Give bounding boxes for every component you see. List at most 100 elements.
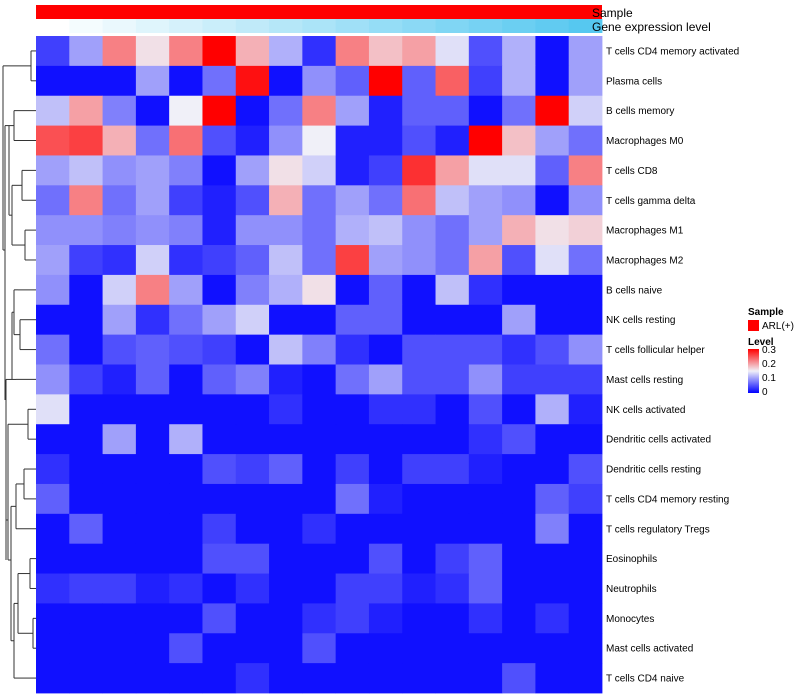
heatmap-cell [202, 394, 237, 425]
heatmap-cell [535, 543, 570, 574]
row-label: Neutrophils [606, 584, 657, 595]
heatmap-cell [402, 125, 436, 156]
heatmap-cell [69, 185, 103, 216]
heatmap-cell [269, 573, 303, 604]
annotation-cell-expression [568, 19, 603, 33]
heatmap-cell [102, 663, 137, 694]
row-label: Mast cells activated [606, 644, 693, 655]
heatmap-cell [102, 274, 137, 306]
heatmap-cell [202, 364, 237, 395]
heatmap-cell [169, 573, 203, 604]
heatmap-cell [502, 274, 536, 306]
heatmap-cell [202, 95, 237, 126]
heatmap-cell [169, 603, 203, 634]
heatmap-cell [335, 424, 370, 455]
heatmap-cell [568, 663, 603, 694]
heatmap-cell [468, 155, 503, 186]
annotation-cell-expression [402, 19, 436, 33]
heatmap-cell [36, 513, 70, 545]
heatmap-cell [202, 274, 237, 306]
heatmap-cell [69, 663, 103, 694]
heatmap-cell [102, 65, 137, 97]
heatmap-cell [135, 215, 170, 246]
annotation-cell-expression [502, 19, 536, 33]
heatmap-cell [36, 65, 70, 97]
heatmap-cell [235, 364, 270, 395]
heatmap-cell [435, 543, 470, 574]
heatmap-cell [335, 304, 370, 336]
heatmap-cell [36, 215, 70, 246]
row-label: T cells CD4 memory activated [606, 46, 739, 57]
heatmap-cell [402, 483, 436, 515]
row-label: Macrophages M0 [606, 136, 684, 147]
heatmap-cell [402, 274, 436, 306]
heatmap-cell [535, 633, 570, 664]
heatmap-cell [69, 573, 103, 604]
heatmap-cell [135, 304, 170, 336]
heatmap-cell [135, 663, 170, 694]
heatmap-cell [269, 633, 303, 664]
heatmap-cell [568, 454, 603, 485]
heatmap-cell [402, 573, 436, 604]
heatmap-cell [535, 334, 570, 365]
heatmap-cell [202, 633, 237, 664]
heatmap-cell [535, 65, 570, 97]
heatmap-cell [269, 483, 303, 515]
heatmap-cell [102, 454, 137, 485]
heatmap-cell [135, 483, 170, 515]
heatmap-cell [69, 603, 103, 634]
heatmap-cell [502, 364, 536, 395]
heatmap-cell [302, 274, 337, 306]
annotation-cell-expression [169, 19, 203, 33]
heatmap-cell [69, 245, 103, 276]
heatmap-cell [568, 483, 603, 515]
heatmap-cell [535, 364, 570, 395]
heatmap-cell [302, 65, 337, 97]
heatmap-cell [235, 513, 270, 545]
heatmap-cell [202, 663, 237, 694]
row-label: Monocytes [606, 614, 654, 625]
heatmap-cell [302, 543, 337, 574]
heatmap-cell [102, 125, 137, 156]
row-label: B cells memory [606, 106, 674, 117]
heatmap-cell [269, 394, 303, 425]
heatmap-cell [468, 334, 503, 365]
heatmap-cell [69, 394, 103, 425]
heatmap-cell [535, 573, 570, 604]
heatmap-cell [468, 394, 503, 425]
heatmap-cell [335, 543, 370, 574]
heatmap-cell [302, 95, 337, 126]
heatmap-cell [269, 603, 303, 634]
heatmap-cell [535, 603, 570, 634]
heatmap-cell [69, 454, 103, 485]
legend-tick-2: 0.1 [762, 373, 776, 384]
heatmap-cell [169, 633, 203, 664]
heatmap-cell [468, 454, 503, 485]
heatmap-cell [468, 573, 503, 604]
heatmap-cell [102, 573, 137, 604]
heatmap-cell [535, 245, 570, 276]
heatmap-cells [36, 36, 603, 694]
heatmap-cell [36, 95, 70, 126]
heatmap-cell [435, 155, 470, 186]
heatmap-cell [435, 304, 470, 336]
heatmap-cell [468, 513, 503, 545]
heatmap-cell [468, 65, 503, 97]
row-label: Macrophages M2 [606, 255, 684, 266]
heatmap-cell [102, 394, 137, 425]
heatmap-cell [468, 424, 503, 455]
heatmap-cell [435, 334, 470, 365]
annotation-cell-expression [335, 19, 370, 33]
heatmap-cell [502, 483, 536, 515]
heatmap-cell [269, 334, 303, 365]
legend-tick-0: 0.3 [762, 345, 776, 356]
heatmap-cell [36, 334, 70, 365]
heatmap-cell [368, 543, 403, 574]
heatmap-cell [502, 543, 536, 574]
heatmap-cell [102, 543, 137, 574]
heatmap-cell [368, 185, 403, 216]
heatmap-cell [235, 663, 270, 694]
heatmap-cell [335, 603, 370, 634]
heatmap-cell [69, 334, 103, 365]
heatmap-cell [402, 543, 436, 574]
